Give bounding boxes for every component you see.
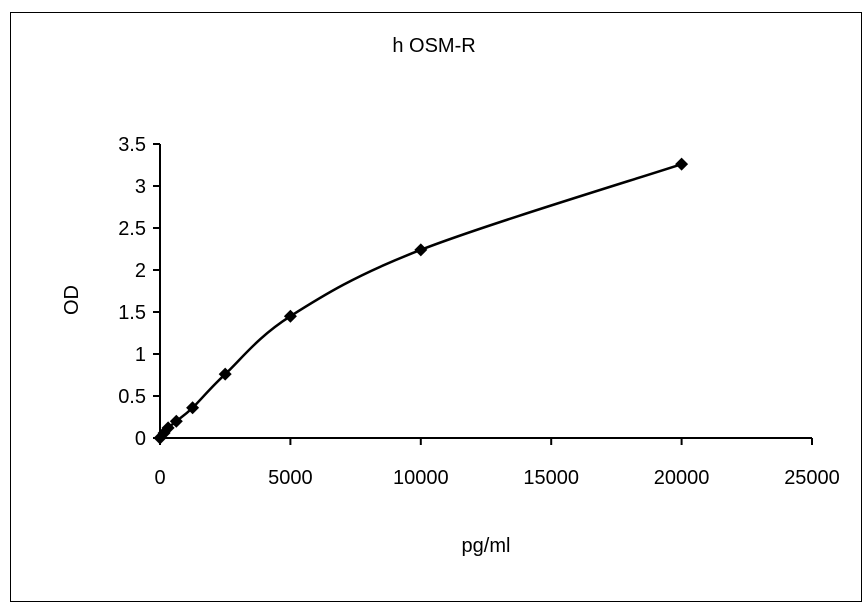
data-point: [161, 421, 175, 435]
x-tick-label: 20000: [654, 467, 710, 489]
x-tick-label: 10000: [393, 467, 449, 489]
y-axis-title: OD: [61, 285, 83, 315]
x-tick-label: 25000: [784, 467, 840, 489]
series-points: [153, 157, 689, 445]
data-point: [218, 367, 232, 381]
y-tick-label: 3: [135, 176, 146, 198]
y-tick-label: 1: [135, 344, 146, 366]
data-point: [186, 401, 200, 415]
data-point: [414, 243, 428, 257]
y-tick-label: 2: [135, 260, 146, 282]
y-tick-label: 0.5: [118, 386, 146, 408]
data-point: [675, 157, 689, 171]
x-tick-label: 5000: [268, 467, 313, 489]
data-point: [283, 309, 297, 323]
series-curve: [159, 162, 682, 439]
series-line: [159, 162, 682, 439]
x-axis: 0 5000 10000 15000 20000 25000: [154, 437, 840, 489]
chart-frame: [10, 12, 862, 602]
x-axis-title: pg/ml: [462, 535, 511, 557]
x-tick-label: 15000: [523, 467, 579, 489]
chart-title: h OSM-R: [392, 35, 475, 57]
y-tick-label: 2.5: [118, 218, 146, 240]
y-tick-label: 3.5: [118, 134, 146, 156]
y-tick-label: 0: [135, 428, 146, 450]
data-point: [169, 414, 183, 428]
y-tick-label: 1.5: [118, 302, 146, 324]
y-axis: 0 0.5 1 1.5 2 2.5 3 3.5: [118, 134, 161, 450]
x-tick-label: 0: [154, 467, 165, 489]
